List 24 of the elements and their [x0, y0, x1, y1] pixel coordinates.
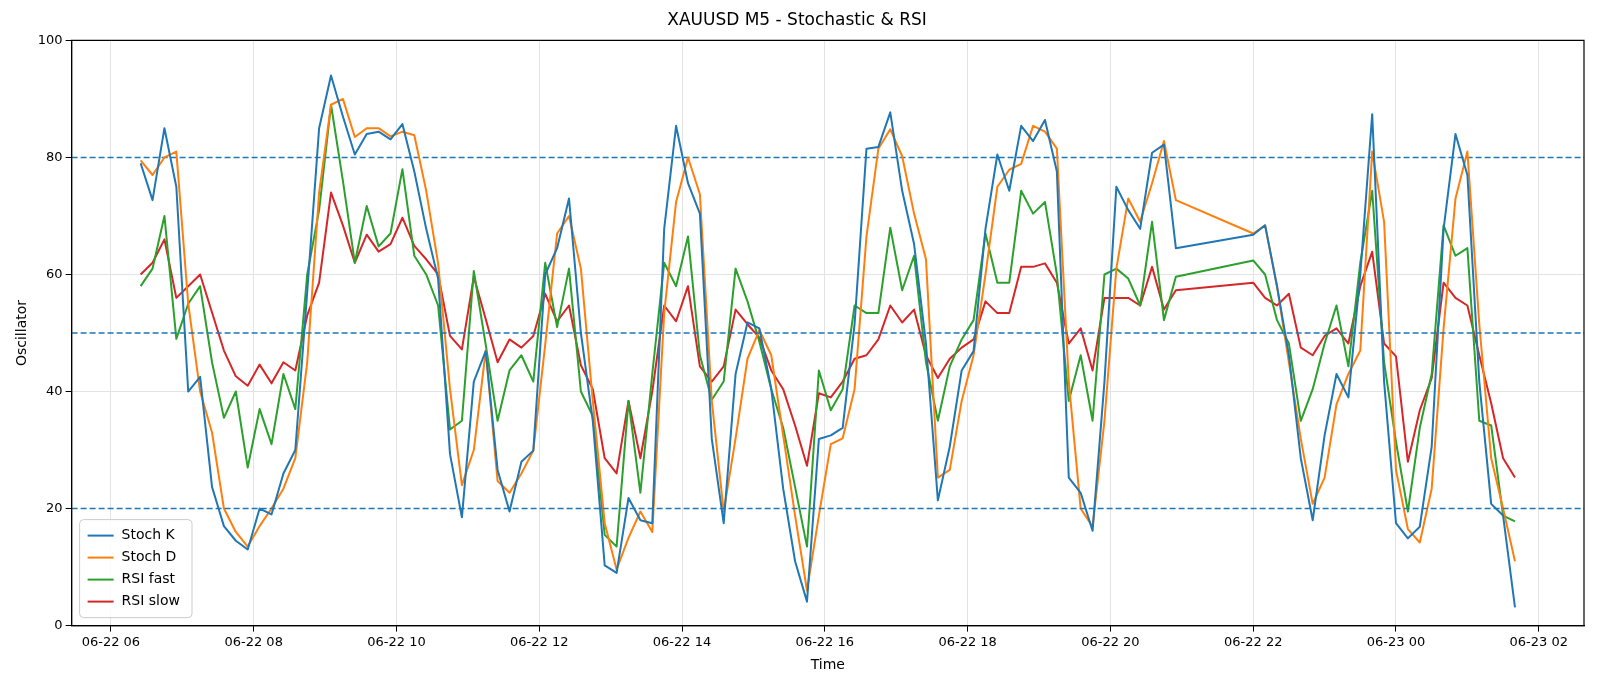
x-tick-label: 06-22 16 — [795, 633, 855, 649]
x-tick-label: 06-22 18 — [938, 633, 997, 649]
legend-label: Stoch D — [121, 548, 177, 565]
y-tick-label: 100 — [37, 31, 63, 47]
y-tick-label: 60 — [46, 265, 63, 281]
x-tick-label: 06-22 20 — [1081, 633, 1140, 649]
legend-label: RSI fast — [121, 570, 176, 587]
x-tick-label: 06-22 10 — [367, 633, 426, 649]
x-tick-label: 06-22 12 — [510, 633, 569, 649]
x-tick-label: 06-22 22 — [1223, 633, 1283, 649]
legend-label: RSI slow — [121, 592, 181, 609]
x-tick-label: 06-22 14 — [652, 633, 712, 649]
y-tick-label: 20 — [46, 499, 63, 515]
x-tick-label: 06-23 02 — [1509, 633, 1569, 649]
legend-label: Stoch K — [121, 526, 176, 543]
y-tick-label: 80 — [46, 148, 63, 164]
x-tick-label: 06-22 06 — [81, 633, 141, 649]
chart-title: XAUUSD M5 - Stochastic & RSI — [667, 8, 927, 29]
y-tick-label: 40 — [46, 382, 63, 398]
x-tick-label: 06-23 00 — [1366, 633, 1426, 649]
y-axis-title: Oscillator — [13, 299, 30, 367]
y-tick-label: 0 — [54, 616, 63, 632]
x-axis-title: Time — [809, 656, 845, 673]
x-tick-label: 06-22 08 — [224, 633, 283, 649]
